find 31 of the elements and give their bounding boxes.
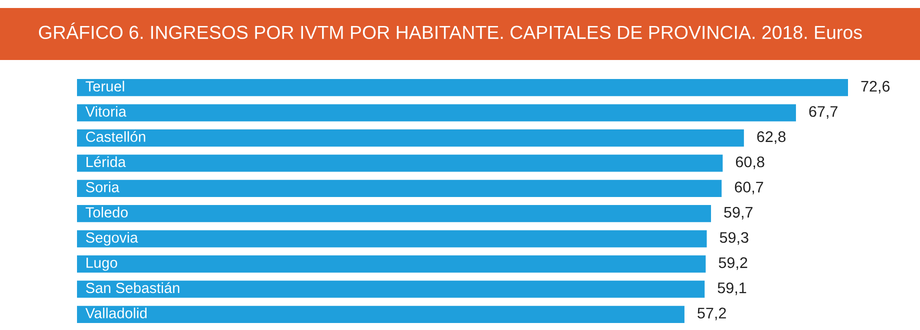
data-label: 72,6 xyxy=(861,80,890,94)
bar xyxy=(77,79,848,96)
bar xyxy=(77,255,706,273)
y-tick-label: Teruel xyxy=(86,80,124,92)
data-label: 59,7 xyxy=(724,206,752,220)
data-label: 59,1 xyxy=(718,282,746,296)
y-tick-label: Valladolid xyxy=(85,308,147,318)
data-label: 60,8 xyxy=(736,156,764,170)
data-label: 59,3 xyxy=(720,232,748,245)
bar xyxy=(77,129,744,147)
y-tick-label: San Sebastián xyxy=(86,282,180,294)
bar xyxy=(77,230,707,248)
chart-title: GRÁFICO 6. INGRESOS POR IVTM POR HABITANTE. CAPITALES DE PROVINCIA. 2018. Euros xyxy=(38,22,862,40)
y-tick-label: Toledo xyxy=(86,206,128,218)
y-tick-label: Lugo xyxy=(86,258,118,271)
y-tick-label: Vitoria xyxy=(85,106,126,117)
y-tick-label: Castellón xyxy=(86,131,146,142)
data-label: 67,7 xyxy=(809,106,838,119)
bar xyxy=(77,154,723,172)
y-tick-label: Segovia xyxy=(86,232,138,246)
bar xyxy=(77,306,684,323)
y-tick-label: Soria xyxy=(86,182,120,192)
y-tick-label: Lérida xyxy=(86,156,126,168)
data-label: 57,2 xyxy=(698,308,726,320)
data-label: 59,2 xyxy=(718,257,748,270)
bar xyxy=(77,280,705,298)
data-label: 62,8 xyxy=(757,131,786,144)
bar xyxy=(77,180,722,197)
bar xyxy=(77,104,796,122)
bar xyxy=(77,205,712,222)
data-label: 60,7 xyxy=(734,182,764,194)
